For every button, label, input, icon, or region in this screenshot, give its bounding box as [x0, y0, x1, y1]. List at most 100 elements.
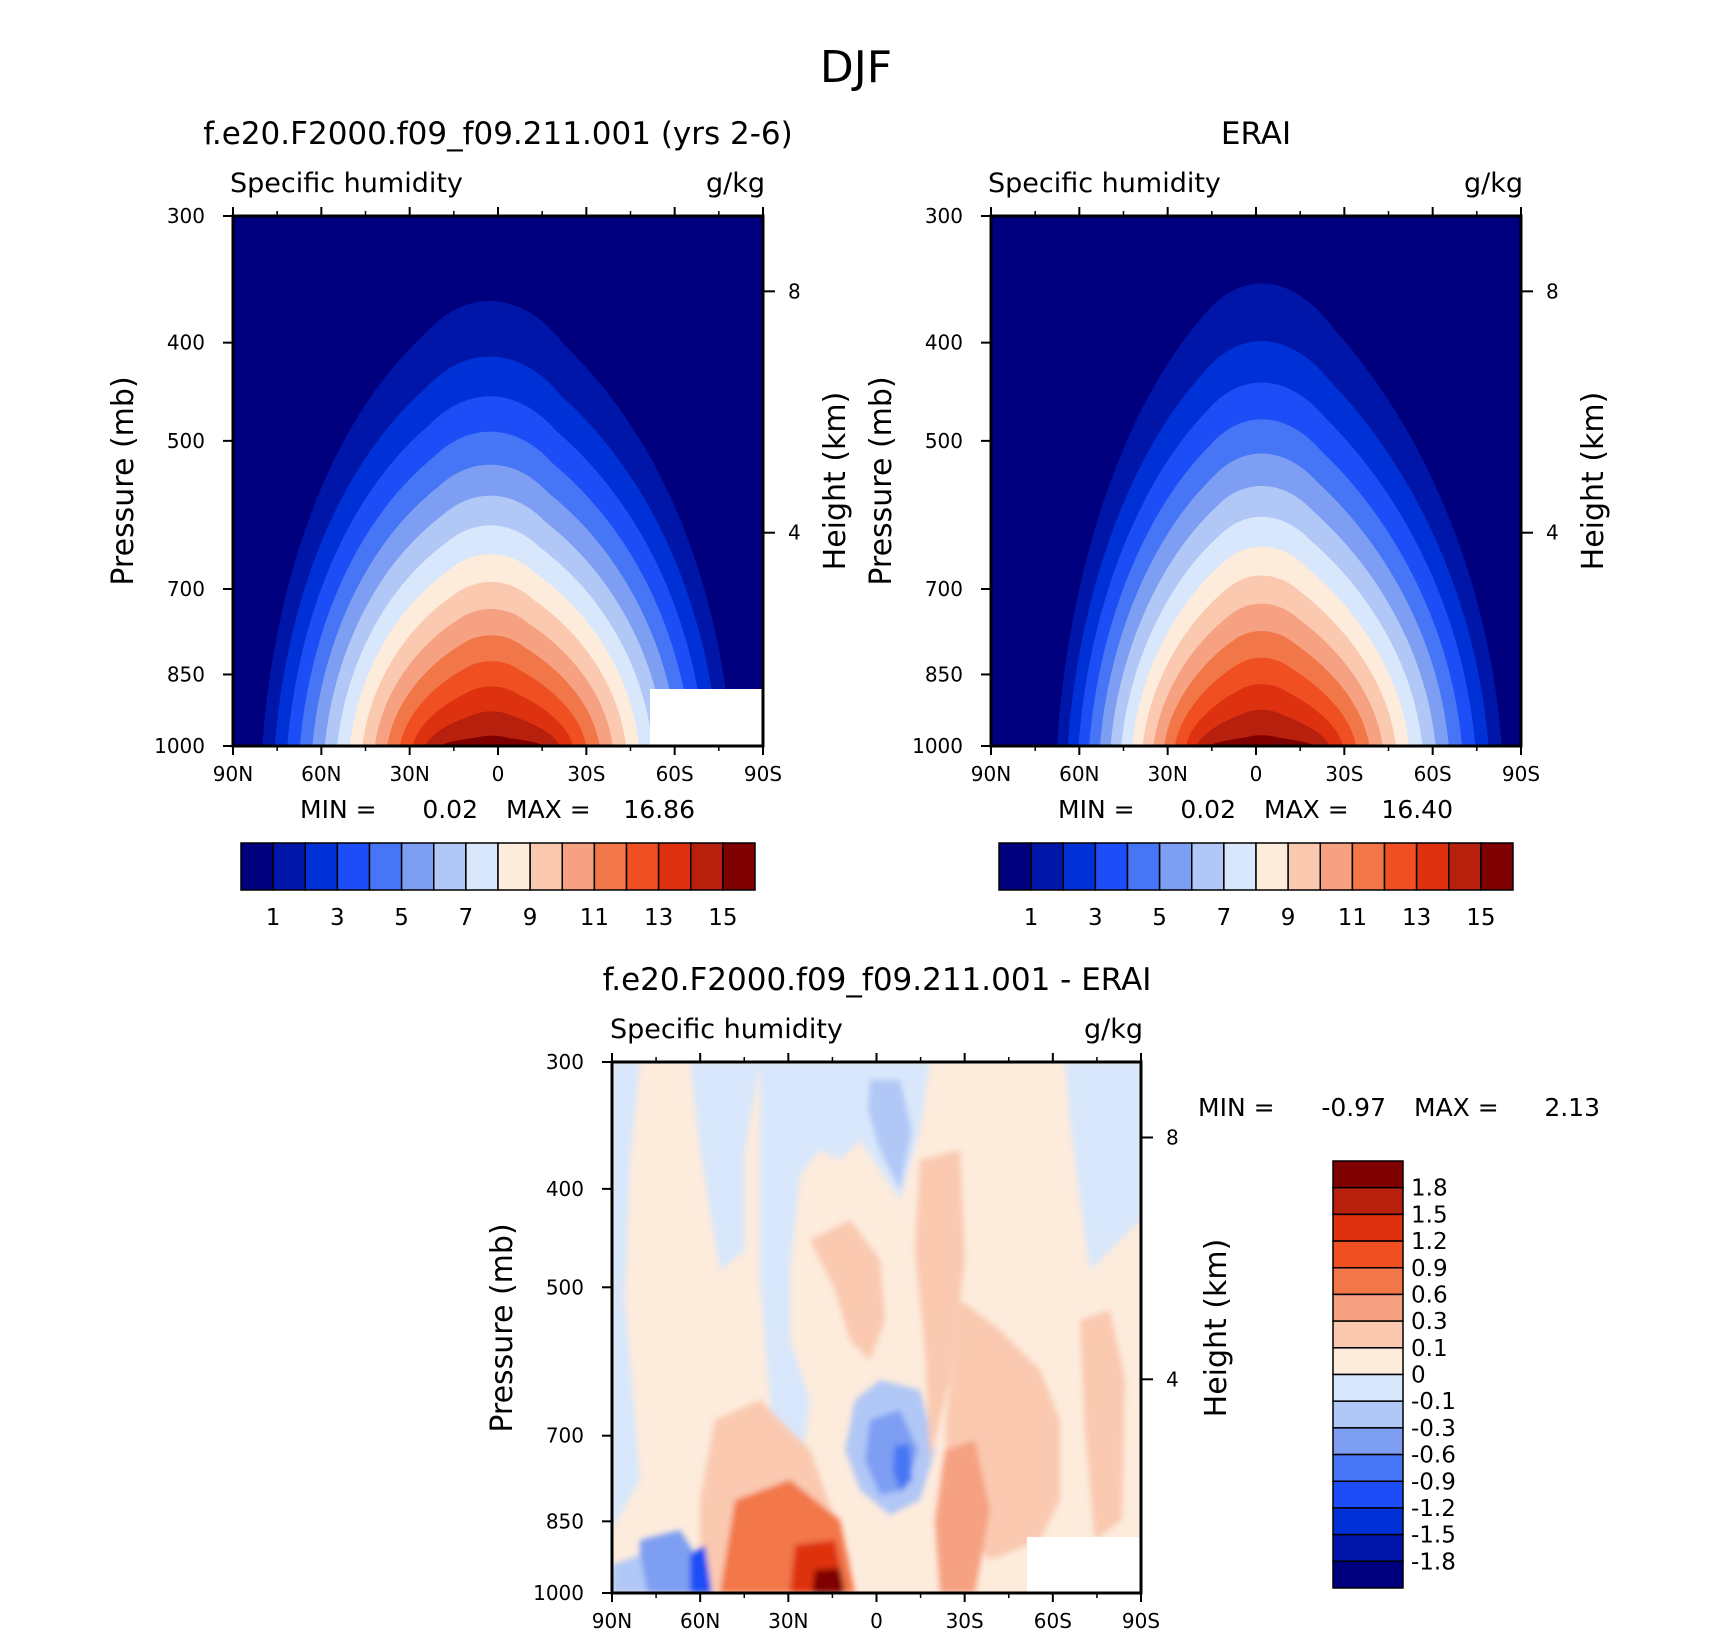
- x-tick-label: 60N: [301, 762, 341, 786]
- colorbar-box: [1332, 1267, 1404, 1296]
- colorbar-box: [722, 842, 756, 891]
- contour-level: [690, 1545, 712, 1593]
- colorbar-label: 0: [1411, 1363, 1426, 1389]
- humidity-contour-fill: [991, 216, 1521, 746]
- panel-erai-colorbar: 1 3 5 7 9 11 13 15: [998, 842, 1514, 931]
- x-tick-label: 90N: [971, 762, 1011, 786]
- colorbar-box: [1030, 842, 1064, 891]
- colorbar-box: [1332, 1186, 1404, 1216]
- panel-model-min-label: MIN =: [300, 795, 377, 824]
- contour-level: [1208, 735, 1315, 746]
- colorbar-label: 1.5: [1411, 1202, 1448, 1228]
- panel-erai-subtitle: Specific humidity: [988, 168, 1221, 199]
- panel-model-height-label: Height (km): [818, 392, 853, 571]
- colorbar-box: [1332, 1560, 1404, 1589]
- panel-erai-field: [991, 216, 1521, 746]
- colorbar-label: 9: [523, 905, 538, 931]
- contour-level: [690, 1062, 760, 1270]
- x-tick-label: 0: [1250, 762, 1263, 786]
- panel-model-units: g/kg: [706, 168, 765, 199]
- panel-difference: f.e20.F2000.f09_f09.211.001 - ERAI Speci…: [485, 962, 1600, 1633]
- contour-level: [439, 735, 545, 746]
- contour-level: [1196, 709, 1330, 746]
- panel-diff-colorbar: 1.81.51.20.90.60.30.10-0.1-0.3-0.6-0.9-1…: [1332, 1160, 1456, 1589]
- panel-erai-height-label: Height (km): [1576, 392, 1611, 571]
- colorbar-box: [1319, 842, 1354, 891]
- colorbar-label: 5: [1152, 905, 1167, 931]
- colorbar-box: [304, 842, 339, 891]
- colorbar-box: [690, 842, 724, 891]
- colorbar-box: [1332, 1533, 1404, 1563]
- page-title: DJF: [820, 42, 892, 93]
- panel-diff-ylabel: Pressure (mb): [485, 1223, 520, 1432]
- colorbar-box: [1383, 842, 1418, 891]
- missing-data-region: [650, 689, 763, 746]
- colorbar-box: [1332, 1400, 1404, 1429]
- y-tick-label: 500: [925, 429, 963, 453]
- colorbar-label: 7: [1217, 905, 1232, 931]
- panel-diff-max-value: 2.13: [1544, 1093, 1600, 1122]
- contour-level: [935, 1440, 990, 1593]
- x-tick-label: 60N: [1059, 762, 1099, 786]
- y-tick-label: 500: [546, 1275, 584, 1299]
- contour-level: [893, 1445, 912, 1490]
- y-tick-label: 1000: [912, 734, 963, 758]
- colorbar-box: [625, 842, 660, 891]
- colorbar-box: [368, 842, 403, 891]
- colorbar-box: [593, 842, 628, 891]
- colorbar-label: -0.1: [1411, 1389, 1456, 1415]
- panel-erai-min-label: MIN =: [1058, 795, 1135, 824]
- panel-model-colorbar: 1 3 5 7 9 11 13 15: [240, 842, 756, 931]
- panel-model-title: f.e20.F2000.f09_f09.211.001 (yrs 2-6): [203, 116, 793, 152]
- panel-diff-units: g/kg: [1084, 1014, 1143, 1045]
- colorbar-box: [1332, 1480, 1404, 1509]
- panel-erai-max-label: MAX =: [1264, 795, 1349, 824]
- y-tick-label: 400: [546, 1177, 584, 1201]
- x-tick-label: 30S: [1325, 762, 1363, 786]
- colorbar-box: [1332, 1160, 1404, 1189]
- height-tick-label: 8: [1546, 279, 1559, 303]
- colorbar-label: 1.8: [1411, 1176, 1448, 1202]
- colorbar-label: 15: [1466, 905, 1495, 931]
- y-tick-label: 300: [167, 204, 205, 228]
- colorbar-label: 1: [1024, 905, 1039, 931]
- y-tick-label: 500: [167, 429, 205, 453]
- colorbar-label: 1.2: [1411, 1229, 1448, 1255]
- colorbar-label: -0.9: [1411, 1469, 1456, 1495]
- x-tick-label: 90N: [213, 762, 253, 786]
- colorbar-label: 1: [266, 905, 281, 931]
- x-tick-label: 60N: [680, 1609, 720, 1633]
- y-tick-label: 400: [167, 331, 205, 355]
- colorbar-box: [998, 842, 1032, 891]
- colorbar-label: 13: [644, 905, 673, 931]
- colorbar-label: -1.2: [1411, 1496, 1456, 1522]
- colorbar-box: [1448, 842, 1482, 891]
- colorbar-box: [1255, 842, 1289, 891]
- colorbar-box: [1332, 1507, 1404, 1536]
- x-tick-label: 30S: [946, 1609, 984, 1633]
- colorbar-box: [1332, 1347, 1404, 1376]
- difference-contour-fill: [612, 1062, 1141, 1593]
- x-tick-label: 30S: [567, 762, 605, 786]
- panel-erai-max-value: 16.40: [1381, 795, 1453, 824]
- x-tick-label: 60S: [1414, 762, 1452, 786]
- panel-erai-min-value: 0.02: [1180, 795, 1236, 824]
- y-tick-label: 700: [546, 1424, 584, 1448]
- colorbar-label: -1.8: [1411, 1549, 1456, 1575]
- colorbar-label: 3: [1088, 905, 1103, 931]
- x-tick-label: 90N: [592, 1609, 632, 1633]
- panel-diff-max-label: MAX =: [1414, 1093, 1499, 1122]
- colorbar-box: [1351, 842, 1386, 891]
- missing-data-region: [1027, 1537, 1141, 1593]
- colorbar-label: 0.9: [1411, 1256, 1448, 1282]
- panel-diff-height-label: Height (km): [1199, 1239, 1234, 1418]
- colorbar-box: [1126, 842, 1161, 891]
- x-tick-label: 30N: [389, 762, 429, 786]
- colorbar-box: [657, 842, 692, 891]
- colorbar-box: [1480, 842, 1514, 891]
- panel-model-field: [233, 216, 763, 746]
- colorbar-box: [240, 842, 274, 891]
- panel-model: f.e20.F2000.f09_f09.211.001 (yrs 2-6) Sp…: [106, 116, 853, 931]
- x-tick-label: 90S: [1122, 1609, 1160, 1633]
- colorbar-box: [336, 842, 371, 891]
